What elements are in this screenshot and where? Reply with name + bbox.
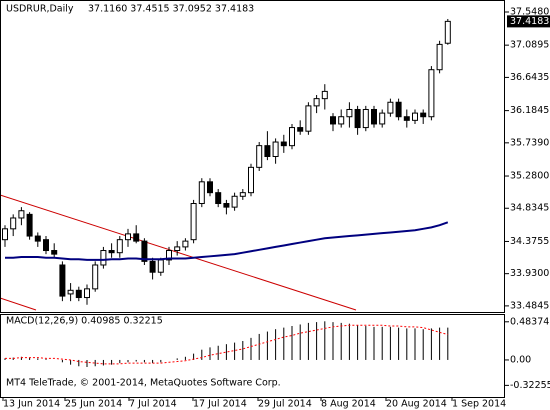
candle-body bbox=[289, 127, 295, 147]
candle-body bbox=[190, 203, 197, 241]
candle-body bbox=[412, 112, 418, 121]
candle-body bbox=[92, 264, 99, 290]
candle-body bbox=[100, 250, 107, 266]
candle-body bbox=[108, 250, 115, 254]
y-tick-label: 0.48374 bbox=[510, 316, 549, 327]
candle-body bbox=[75, 289, 82, 299]
last-price-label: 37.4183 bbox=[510, 16, 549, 27]
candle-body bbox=[2, 228, 8, 241]
candle-body bbox=[297, 127, 304, 132]
candle-body bbox=[305, 105, 312, 132]
candle-body bbox=[215, 192, 222, 205]
x-tick-label: 8 Aug 2014 bbox=[321, 399, 376, 410]
candle-body bbox=[231, 195, 238, 208]
y-tick-label: 33.9300 bbox=[510, 268, 549, 279]
x-tick-label: 25 Jun 2014 bbox=[65, 399, 122, 410]
y-tick-label: 37.5480 bbox=[510, 6, 549, 17]
candle-body bbox=[313, 98, 320, 107]
candle-body bbox=[84, 288, 90, 299]
ohlc-header: 37.1160 37.4515 37.0952 37.4183 bbox=[88, 4, 254, 15]
candle-body bbox=[198, 181, 205, 205]
candle-body bbox=[272, 141, 279, 157]
candle-body bbox=[157, 259, 164, 273]
y-tick-label: -0.32255 bbox=[510, 380, 550, 391]
candle-body bbox=[280, 141, 287, 147]
x-tick-label: 29 Jul 2014 bbox=[258, 399, 312, 410]
y-tick-label: 33.4845 bbox=[510, 300, 549, 311]
y-tick-label: 34.8345 bbox=[510, 203, 549, 214]
candle-body bbox=[182, 240, 189, 248]
candle-body bbox=[26, 213, 33, 237]
x-tick-label: 7 Jul 2014 bbox=[129, 399, 177, 410]
y-tick-label: 37.0895 bbox=[510, 40, 549, 51]
candle-body bbox=[362, 108, 369, 129]
candle-body bbox=[321, 90, 328, 100]
candle-body bbox=[149, 260, 156, 273]
candle-body bbox=[223, 203, 230, 208]
macd-title: MACD(12,26,9) 0.40985 0.32215 bbox=[6, 316, 163, 327]
candle-body bbox=[43, 239, 49, 252]
trend-line bbox=[0, 297, 37, 311]
candle-body bbox=[141, 240, 148, 262]
candle-body bbox=[338, 116, 345, 125]
candle-body bbox=[346, 108, 353, 118]
symbol-title: USDRUR,Daily bbox=[6, 4, 74, 15]
x-tick-label: 17 Jul 2014 bbox=[193, 399, 247, 410]
y-tick-label: 36.1845 bbox=[510, 105, 549, 116]
candle-body bbox=[403, 116, 410, 121]
candle-body bbox=[264, 145, 271, 158]
candle-body bbox=[51, 250, 58, 255]
candle-body bbox=[256, 145, 263, 168]
candle-body bbox=[387, 101, 394, 114]
candle-body bbox=[34, 235, 41, 242]
main-frame bbox=[0, 0, 505, 313]
candle-body bbox=[379, 112, 386, 125]
candle-body bbox=[444, 20, 451, 44]
candle-body bbox=[239, 192, 246, 197]
candle-body bbox=[59, 264, 66, 297]
candle-body bbox=[428, 69, 435, 118]
y-tick-label: 34.3755 bbox=[510, 236, 549, 247]
candle-body bbox=[354, 108, 361, 129]
candle-body bbox=[330, 116, 336, 125]
y-tick-label: 0.00 bbox=[510, 354, 531, 365]
y-tick-label: 35.2800 bbox=[510, 171, 549, 182]
candle-body bbox=[371, 108, 377, 125]
candle-body bbox=[174, 246, 181, 252]
last-price-box bbox=[507, 15, 550, 28]
candle-body bbox=[207, 181, 213, 194]
macd-frame bbox=[0, 314, 505, 398]
y-tick-label: 36.6435 bbox=[510, 72, 549, 83]
candle-body bbox=[395, 101, 402, 118]
candle-body bbox=[166, 250, 172, 261]
candle-body bbox=[67, 289, 74, 295]
candle-body bbox=[125, 233, 131, 241]
trend-line bbox=[0, 194, 357, 311]
x-tick-label: 20 Aug 2014 bbox=[386, 399, 447, 410]
candle-body bbox=[420, 112, 427, 118]
footer: MT4 TeleTrade, © 2001-2014, MetaQuotes S… bbox=[6, 378, 281, 389]
x-tick-label: 1 Sep 2014 bbox=[452, 399, 506, 410]
candle-body bbox=[116, 239, 123, 254]
candle-body bbox=[133, 233, 140, 242]
candle-body bbox=[436, 43, 443, 71]
moving-average bbox=[5, 221, 449, 261]
candle-body bbox=[248, 166, 254, 194]
x-tick-label: 13 Jun 2014 bbox=[3, 399, 60, 410]
signal-line bbox=[5, 324, 448, 365]
candle-body bbox=[18, 210, 25, 219]
y-tick-label: 35.7390 bbox=[510, 137, 549, 148]
candle-body bbox=[10, 217, 17, 230]
